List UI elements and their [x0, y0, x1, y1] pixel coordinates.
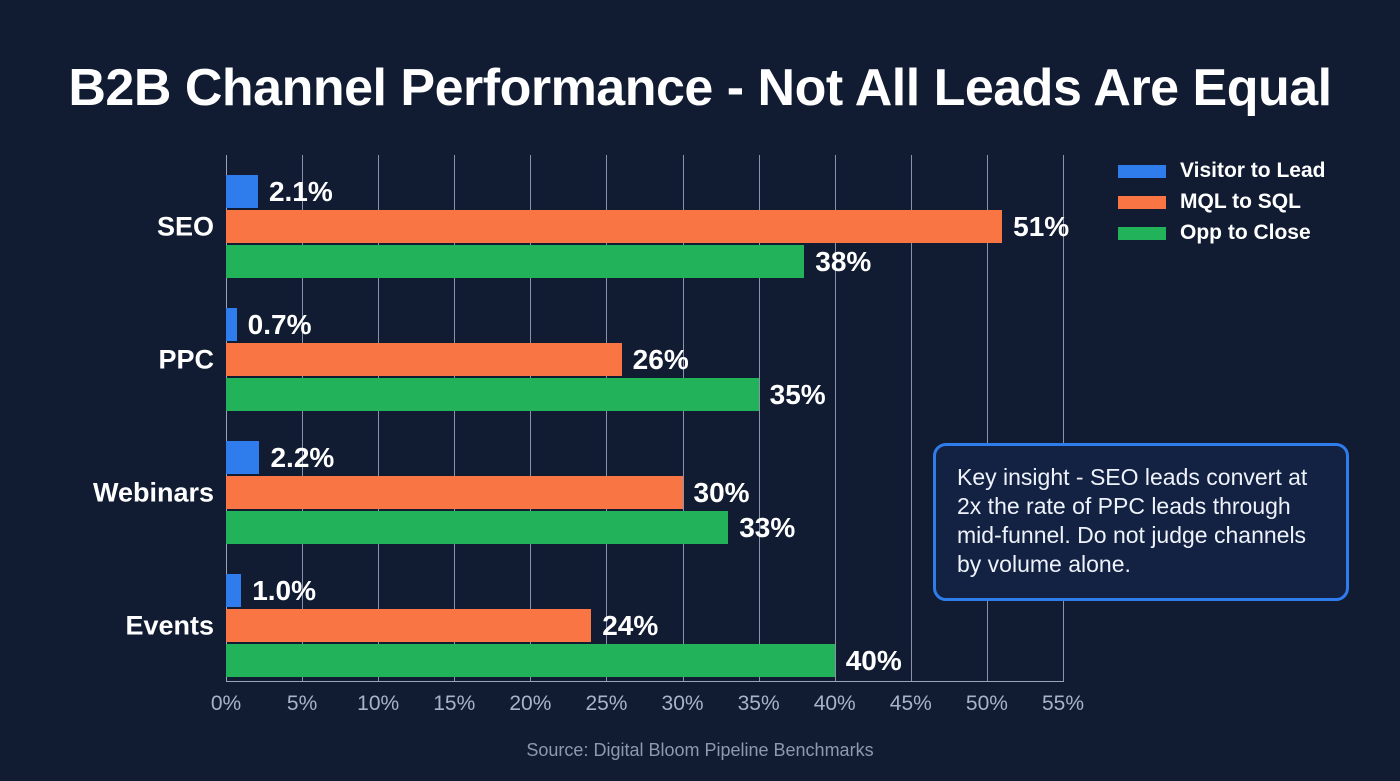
key-insight-text: Key insight - SEO leads convert at 2x th… — [957, 464, 1308, 577]
gridline-45pct — [910, 155, 912, 682]
legend-label: Opp to Close — [1180, 221, 1311, 244]
key-insight-callout: Key insight - SEO leads convert at 2x th… — [933, 443, 1349, 601]
bar-value-label: 30% — [693, 477, 750, 508]
x-tick-label: 50% — [965, 692, 1008, 715]
x-tick-label: 0% — [210, 692, 242, 715]
bar-value-label: 24% — [602, 610, 659, 641]
x-tick-label: 20% — [509, 692, 552, 715]
gridline-0pct — [226, 155, 227, 682]
bar-seo-mql-to-sql[interactable] — [226, 210, 1003, 243]
gridline-10pct — [378, 155, 380, 682]
x-tick-label: 25% — [585, 692, 628, 715]
bar-events-mql-to-sql[interactable] — [226, 609, 592, 642]
gridline-35pct — [758, 155, 760, 682]
x-tick-label: 5% — [286, 692, 318, 715]
category-label-events: Events — [125, 610, 214, 640]
x-tick-label: 15% — [433, 692, 476, 715]
bar-events-visitor-to-lead[interactable] — [226, 574, 242, 607]
x-axis-line — [226, 681, 1064, 682]
bar-value-label: 51% — [1013, 211, 1070, 242]
bar-value-label: 38% — [815, 246, 872, 277]
legend-item-opp-to-close[interactable]: Opp to Close — [1118, 218, 1368, 248]
gridline-25pct — [606, 155, 608, 682]
bar-seo-opp-to-close[interactable] — [226, 245, 805, 278]
legend-swatch-icon — [1118, 164, 1166, 178]
legend-swatch-icon — [1118, 195, 1166, 209]
bar-value-label: 26% — [632, 344, 689, 375]
bar-ppc-opp-to-close[interactable] — [226, 378, 759, 411]
legend-item-visitor-to-lead[interactable]: Visitor to Lead — [1118, 156, 1368, 186]
source-note: Source: Digital Bloom Pipeline Benchmark… — [526, 740, 874, 760]
gridline-50pct — [986, 155, 988, 682]
bar-ppc-visitor-to-lead[interactable] — [226, 308, 237, 341]
chart-legend: Visitor to Lead MQL to SQL Opp to Close — [1118, 156, 1368, 249]
x-tick-label: 10% — [357, 692, 400, 715]
gridline-30pct — [682, 155, 684, 682]
x-tick-label: 45% — [889, 692, 932, 715]
bar-webinars-visitor-to-lead[interactable] — [226, 441, 260, 474]
gridline-15pct — [454, 155, 456, 682]
gridline-20pct — [530, 155, 532, 682]
chart-title: B2B Channel Performance - Not All Leads … — [68, 59, 1332, 117]
gridline-55pct — [1063, 155, 1064, 682]
x-tick-label: 55% — [1041, 692, 1085, 715]
legend-swatch-icon — [1118, 226, 1166, 240]
bar-value-label: 40% — [845, 645, 902, 676]
gridline-40pct — [834, 155, 836, 682]
bar-value-label: 1.0% — [252, 575, 317, 606]
bar-seo-visitor-to-lead[interactable] — [226, 175, 258, 208]
bar-value-label: 2.2% — [270, 442, 335, 473]
category-label-seo: SEO — [156, 211, 214, 241]
x-tick-label: 35% — [737, 692, 780, 715]
bar-value-label: 0.7% — [247, 309, 312, 340]
plot-area: 2.1% 51% 38% 0.7% 26% 35% 2.2% 30% 33% 1.0% 24% 40% — [226, 155, 1069, 682]
bar-webinars-opp-to-close[interactable] — [226, 511, 729, 544]
x-tick-label: 40% — [813, 692, 856, 715]
legend-label: Visitor to Lead — [1180, 159, 1326, 182]
bar-value-label: 33% — [739, 512, 796, 543]
x-tick-label: 30% — [661, 692, 704, 715]
bar-value-label: 35% — [769, 379, 826, 410]
bar-value-label: 2.1% — [268, 176, 333, 207]
category-label-webinars: Webinars — [92, 477, 214, 507]
legend-item-mql-to-sql[interactable]: MQL to SQL — [1118, 187, 1368, 217]
bar-ppc-mql-to-sql[interactable] — [226, 343, 622, 376]
category-label-ppc: PPC — [158, 344, 214, 374]
bar-events-opp-to-close[interactable] — [226, 644, 835, 677]
legend-label: MQL to SQL — [1180, 190, 1301, 213]
bar-webinars-mql-to-sql[interactable] — [226, 476, 683, 509]
gridline-5pct — [302, 155, 304, 682]
